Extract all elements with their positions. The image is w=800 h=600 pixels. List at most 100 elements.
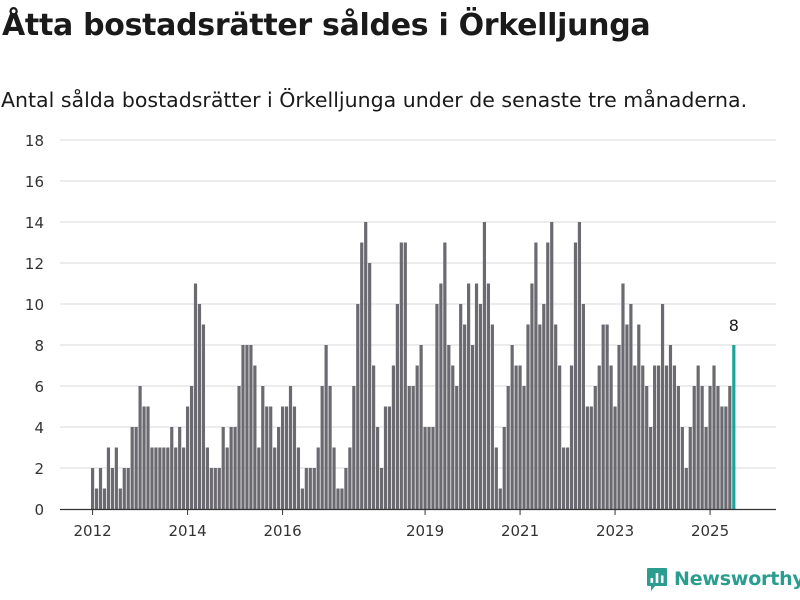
- bar: [411, 386, 415, 509]
- bar: [573, 242, 578, 509]
- bar: [419, 345, 423, 509]
- bar: [688, 427, 692, 509]
- bar: [217, 468, 221, 509]
- bar: [684, 468, 688, 509]
- bar: [522, 386, 526, 509]
- bar: [724, 406, 728, 509]
- bar: [645, 386, 649, 509]
- bar: [597, 365, 601, 509]
- bar: [423, 427, 427, 509]
- bar: [641, 365, 645, 509]
- bar: [403, 242, 407, 509]
- bar: [625, 324, 629, 509]
- bar: [439, 283, 443, 509]
- x-tick-label: 2012: [74, 522, 112, 540]
- bar: [498, 488, 502, 509]
- bar: [447, 345, 451, 509]
- bar: [490, 324, 494, 509]
- bar: [664, 365, 669, 509]
- bar: [494, 447, 498, 509]
- bar: [225, 447, 229, 509]
- bar-highlight: [732, 345, 736, 509]
- x-axis-ticks: 2012 2014 2016 2019 2021 2023 2025: [74, 509, 729, 540]
- bar: [633, 365, 637, 509]
- bar: [296, 447, 301, 509]
- bar: [360, 242, 364, 509]
- bar: [372, 365, 376, 509]
- bar: [720, 406, 724, 509]
- bar: [336, 488, 340, 509]
- bar: [312, 468, 316, 509]
- bar: [340, 488, 344, 509]
- bar: [395, 304, 399, 509]
- y-tick-label: 6: [34, 378, 44, 396]
- bar: [348, 447, 352, 509]
- bar: [649, 427, 653, 509]
- bar: [253, 365, 257, 509]
- bar: [379, 468, 384, 509]
- bar: [257, 447, 261, 509]
- bar: [427, 427, 431, 509]
- bar: [249, 345, 253, 509]
- bar: [613, 406, 617, 509]
- bar: [265, 406, 269, 509]
- bar: [134, 427, 138, 509]
- bar: [118, 488, 122, 509]
- bar: [676, 386, 680, 509]
- bar: [668, 345, 673, 509]
- bar: [209, 468, 213, 509]
- bar: [304, 468, 308, 509]
- newsworthy-brand[interactable]: Newsworthy: [646, 567, 800, 591]
- bar: [174, 447, 178, 509]
- bar: [562, 447, 566, 509]
- bar: [443, 242, 447, 509]
- page-subtitle: Antal sålda bostadsrätter i Örkelljunga …: [1, 88, 748, 112]
- bar: [178, 427, 182, 509]
- bar: [387, 406, 392, 509]
- bar: [455, 386, 459, 509]
- bar: [205, 447, 209, 509]
- last-value-label: 8: [729, 316, 739, 335]
- bar: [569, 365, 574, 509]
- bar: [486, 283, 490, 509]
- bar: [277, 427, 281, 509]
- bar: [530, 283, 534, 509]
- bar: [126, 468, 130, 509]
- bar: [320, 386, 324, 509]
- bar: [637, 324, 641, 509]
- bar: [162, 447, 166, 509]
- bar: [280, 406, 285, 509]
- bar: [383, 406, 388, 509]
- x-tick-label: 2014: [168, 522, 206, 540]
- bar: [514, 365, 518, 509]
- y-tick-label: 14: [25, 214, 44, 232]
- bar: [656, 365, 661, 509]
- bar: [368, 263, 372, 509]
- bar: [680, 427, 684, 509]
- bar: [451, 365, 455, 509]
- bar: [166, 447, 170, 509]
- y-tick-label: 2: [34, 460, 44, 478]
- bar: [229, 427, 233, 509]
- bar: [237, 386, 241, 509]
- y-tick-label: 10: [25, 296, 44, 314]
- bar: [581, 304, 585, 509]
- bar: [269, 406, 273, 509]
- bar: [526, 324, 530, 509]
- bar: [158, 447, 162, 509]
- x-tick-label: 2021: [501, 522, 539, 540]
- bar: [518, 365, 522, 509]
- bar: [617, 345, 621, 509]
- y-axis-ticks: 0 2 4 6 8 10 12 14 16 18: [25, 132, 44, 519]
- bar: [142, 406, 146, 509]
- bar: [478, 304, 483, 509]
- brand-name: Newsworthy: [674, 568, 800, 590]
- bar: [98, 468, 103, 509]
- x-tick-label: 2025: [691, 522, 729, 540]
- bar: [146, 406, 150, 509]
- bar: [308, 468, 312, 509]
- bar: [130, 427, 134, 509]
- bar: [593, 386, 597, 509]
- bar: [91, 468, 95, 509]
- bar: [138, 386, 142, 509]
